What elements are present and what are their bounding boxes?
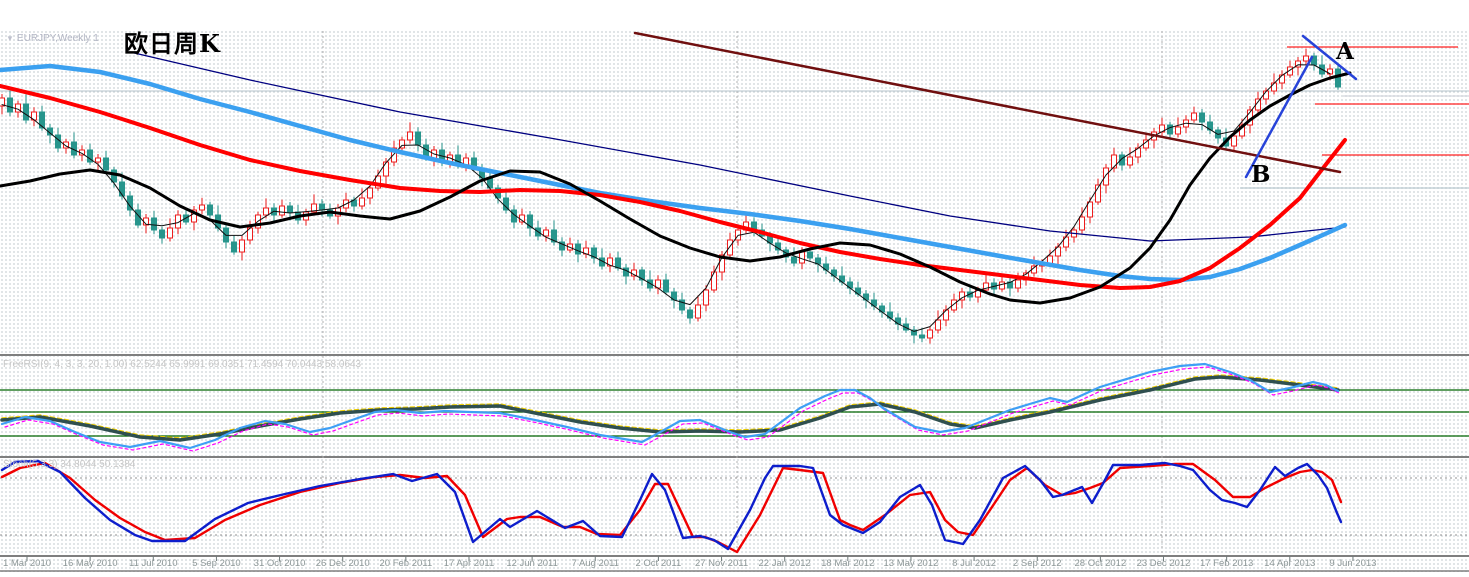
x-axis-label: 2 Oct 2011 — [635, 558, 682, 569]
x-axis-label: 26 Dec 2010 — [315, 558, 370, 569]
x-axis-label: 9 Jun 2013 — [1329, 558, 1377, 569]
annotation-b[interactable]: B — [1251, 161, 1271, 188]
ma-thin-black — [1, 64, 1331, 332]
dropdown-triangle-icon: ▼ — [6, 34, 14, 43]
x-axis-label: 20 Feb 2011 — [379, 558, 433, 569]
x-axis-label: 8 Jul 2012 — [952, 558, 997, 569]
x-axis-label: 31 Oct 2010 — [253, 558, 306, 569]
x-axis-label: 28 Oct 2012 — [1074, 558, 1127, 569]
x-axis-label: 16 May 2010 — [62, 558, 118, 569]
stoch-indicator-label: Stoch(5,3,3) 34.8044 50.1384 — [3, 459, 136, 470]
x-axis-label: 13 May 2012 — [883, 558, 939, 569]
symbol-label-text: EURJPY,Weekly 1 — [16, 33, 99, 44]
maroon-trendline[interactable] — [633, 31, 1342, 174]
candles — [0, 48, 1341, 344]
blue-trendline-a[interactable] — [1301, 34, 1358, 81]
stoch-k-line — [0, 459, 1343, 551]
rsi-yellow-dashed — [1, 374, 1339, 439]
ma-thick-blue — [0, 63, 1348, 283]
ma-thick-red — [0, 84, 1347, 290]
x-axis-label: 22 Jan 2012 — [758, 558, 811, 569]
chart-grid-background — [0, 30, 1469, 572]
symbol-label: ▼ EURJPY,Weekly 1 — [6, 33, 99, 44]
rsi-indicator-label: FreeRSI(9, 4, 3, 3, 20, 1.00) 62.5244 65… — [3, 359, 362, 370]
blue-trendline-b[interactable] — [1244, 55, 1314, 179]
rsi-magenta-dashed — [4, 366, 1342, 452]
x-axis-label: 7 Aug 2011 — [571, 558, 619, 569]
x-axis-label: 17 Apr 2011 — [443, 558, 495, 569]
annotation-a[interactable]: A — [1336, 38, 1354, 65]
x-axis-label: 12 Jun 2011 — [506, 558, 558, 569]
x-axis-label: 18 Mar 2012 — [821, 558, 875, 569]
x-axis-label: 17 Feb 2013 — [1199, 558, 1254, 569]
ma-thin-navy — [129, 51, 1346, 242]
x-axis-label: 2 Sep 2012 — [1012, 558, 1062, 569]
rsi-blue-line — [0, 362, 1340, 450]
x-axis-label: 23 Dec 2012 — [1136, 558, 1191, 569]
rsi-dark-line — [0, 375, 1340, 442]
x-axis-label: 11 Jul 2010 — [129, 558, 178, 569]
x-axis-label: 1 Mar 2010 — [2, 558, 52, 569]
page-title: 欧日周K — [124, 29, 221, 58]
ma-thick-black — [0, 71, 1352, 305]
x-axis-label: 5 Sep 2010 — [192, 558, 241, 569]
x-axis-label: 27 Nov 2011 — [694, 558, 749, 569]
x-axis-label: 14 Apr 2013 — [1264, 558, 1316, 569]
